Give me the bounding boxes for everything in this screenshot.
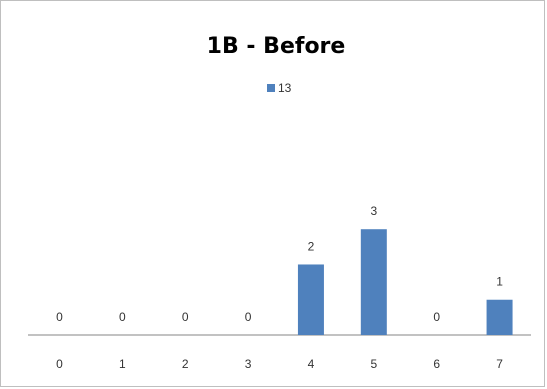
chart-title: 1B - Before — [207, 34, 346, 59]
data-label-5: 3 — [370, 204, 377, 218]
x-axis-tick-labels: 0 1 2 3 4 5 6 7 — [56, 357, 503, 371]
x-tick-label-4: 4 — [308, 357, 315, 371]
legend-swatch — [267, 84, 275, 92]
data-label-1: 0 — [119, 310, 126, 324]
legend-label: 13 — [278, 81, 292, 95]
x-tick-label-7: 7 — [496, 357, 503, 371]
data-label-6: 0 — [433, 310, 440, 324]
data-label-4: 2 — [308, 239, 315, 253]
x-tick-label-6: 6 — [433, 357, 440, 371]
data-label-7: 1 — [496, 275, 503, 289]
bar-4 — [297, 264, 324, 335]
legend: 13 — [267, 81, 292, 95]
data-label-3: 0 — [245, 310, 252, 324]
bars — [297, 229, 513, 335]
x-tick-label-0: 0 — [56, 357, 63, 371]
x-tick-label-2: 2 — [182, 357, 189, 371]
bar-5 — [360, 229, 387, 335]
data-label-2: 0 — [182, 310, 189, 324]
data-label-0: 0 — [56, 310, 63, 324]
x-tick-label-1: 1 — [119, 357, 126, 371]
bar-7 — [486, 299, 513, 335]
x-tick-label-5: 5 — [370, 357, 377, 371]
x-tick-label-3: 3 — [245, 357, 252, 371]
data-labels: 0 0 0 0 2 3 0 1 — [56, 204, 503, 324]
